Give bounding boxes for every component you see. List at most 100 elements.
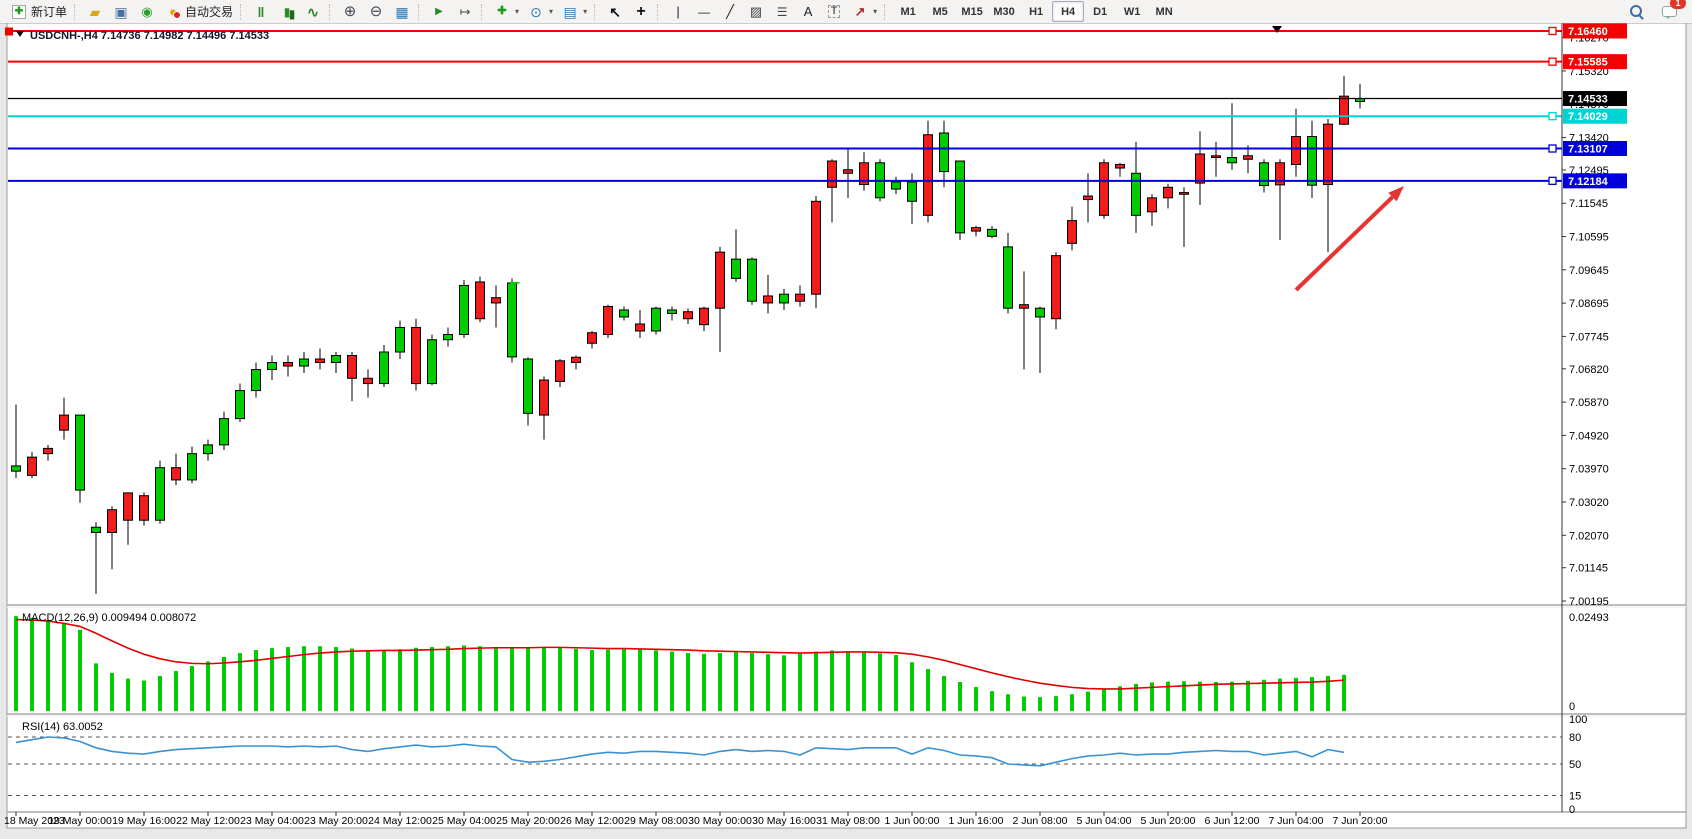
candle-chart-icon (278, 3, 296, 20)
timeframe-m1[interactable]: M1 (900, 5, 916, 18)
price-tick-label: 7.11545 (1569, 198, 1608, 210)
bull-candle (91, 526, 101, 533)
macd-signal-line (15, 618, 1345, 690)
market-watch-button[interactable] (82, 1, 108, 23)
periods-button[interactable]: ▾ (523, 1, 557, 23)
bull-candle (619, 309, 629, 318)
chevron-down-icon[interactable]: ▾ (549, 7, 554, 16)
autotrade-button[interactable]: 自动交易 (160, 1, 237, 23)
symbol-dropdown-icon[interactable] (16, 31, 24, 37)
t-marker-annotation[interactable]: T (510, 279, 519, 296)
time-tick-label: 18 May 2023 (4, 815, 65, 827)
signals-button[interactable] (134, 1, 160, 23)
crosshair-tool-button[interactable] (628, 1, 654, 23)
macd-histogram-bar (14, 616, 18, 711)
period-clock-icon (527, 3, 545, 20)
timeframe-mn[interactable]: MN (1155, 5, 1173, 18)
chart-shift-icon (456, 3, 474, 20)
macd-histogram-bar (478, 646, 482, 711)
notifications-button[interactable]: 1 (1658, 0, 1686, 23)
timeframe-h1[interactable]: H1 (1029, 5, 1044, 18)
tile-windows-button[interactable] (389, 1, 415, 23)
bear-candle (603, 305, 613, 335)
text-label-tool[interactable] (821, 1, 847, 23)
horizontal-line-tool[interactable] (691, 1, 717, 23)
search-button[interactable] (1626, 1, 1648, 23)
macd-histogram-bar (1070, 694, 1074, 711)
fibonacci-tool[interactable] (769, 1, 795, 23)
toolbar-group: 自动交易 (71, 1, 237, 23)
toolbar-right: 1 (1626, 0, 1692, 23)
macd-histogram-bar (126, 678, 130, 711)
chart-shift-button[interactable] (452, 1, 478, 23)
indicators-button[interactable]: ▾ (489, 1, 523, 23)
text-tool[interactable] (795, 1, 821, 23)
price-tick-label: 7.01145 (1569, 563, 1608, 575)
bear-candle (715, 251, 725, 309)
templates-button[interactable]: ▾ (557, 1, 591, 23)
macd-histogram-bar (1326, 675, 1330, 711)
timeframe-m5[interactable]: M5 (932, 5, 948, 18)
timeframe-m30[interactable]: M30 (993, 5, 1015, 18)
line-handle[interactable] (1548, 112, 1557, 121)
timeframe-w1[interactable]: W1 (1123, 5, 1141, 18)
timeframe-m15[interactable]: M15 (961, 5, 983, 18)
macd-histogram-bar (558, 647, 562, 711)
terminal-button[interactable] (108, 1, 134, 23)
new-order-button[interactable]: 新订单 (6, 1, 71, 23)
time-tick-label: 6 Jun 12:00 (1205, 815, 1260, 827)
equidistant-channel-tool[interactable] (743, 1, 769, 23)
macd-histogram-bar (142, 680, 146, 711)
timeframe-h4[interactable]: H4 (1052, 1, 1085, 22)
line-handle[interactable] (1548, 144, 1557, 153)
line-handle[interactable] (1548, 176, 1557, 186)
arrow-annotation[interactable] (1294, 195, 1394, 292)
chevron-down-icon[interactable]: ▾ (873, 7, 878, 16)
chevron-down-icon[interactable]: ▾ (583, 7, 588, 16)
vertical-line-tool[interactable] (665, 1, 691, 23)
cursor-tool-button[interactable] (602, 1, 628, 23)
macd-histogram-bar (1166, 681, 1170, 711)
macd-histogram-bar (46, 620, 50, 711)
bear-candle (1243, 155, 1253, 160)
axis-price-badge (1563, 23, 1627, 39)
macd-axis-max: 0.02493 (1569, 612, 1609, 624)
chevron-down-icon[interactable]: ▾ (515, 7, 520, 16)
zoom-out-button[interactable] (363, 1, 389, 23)
gold-icon (86, 3, 104, 20)
macd-histogram-bar (686, 653, 690, 711)
time-tick-label: 29 May 08:00 (624, 815, 688, 827)
macd-histogram-bar (894, 654, 898, 711)
arrow-annotation-head[interactable] (1388, 186, 1404, 202)
time-tick-label: 1 Jun 16:00 (949, 815, 1004, 827)
line-handle[interactable] (1548, 57, 1557, 66)
line-handle[interactable] (5, 27, 13, 36)
timeframe-d1[interactable]: D1 (1093, 5, 1108, 18)
line-handle[interactable] (1548, 26, 1557, 36)
macd-histogram-bar (1294, 677, 1298, 711)
line-chart-button[interactable] (300, 1, 326, 23)
zoom-in-button[interactable] (337, 1, 363, 23)
bear-candle (795, 293, 805, 302)
axis-price-badge (1563, 91, 1627, 107)
macd-histogram-bar (750, 653, 754, 711)
arrows-tool[interactable]: ▾ (847, 1, 881, 23)
bear-candle (1339, 95, 1349, 125)
time-marker-triangle[interactable] (1272, 26, 1282, 33)
bear-candle (107, 509, 117, 533)
macd-histogram-bar (1102, 688, 1106, 711)
bull-candle (1227, 157, 1237, 164)
toolbar-group: ▾ ▾ ▾ (478, 1, 591, 23)
auto-scroll-button[interactable] (426, 1, 452, 23)
price-tick-label: 7.06820 (1569, 364, 1609, 376)
fibonacci-icon (773, 3, 791, 20)
bull-candle (299, 358, 309, 367)
trendline-tool[interactable] (717, 1, 743, 23)
toolbar-group (591, 1, 654, 23)
macd-histogram-bar (1150, 682, 1154, 711)
bear-candle (683, 311, 693, 320)
macd-histogram-bar (174, 670, 178, 711)
candlestick-chart-button[interactable] (274, 1, 300, 23)
bear-candle (27, 456, 37, 476)
bar-chart-button[interactable] (248, 1, 274, 23)
